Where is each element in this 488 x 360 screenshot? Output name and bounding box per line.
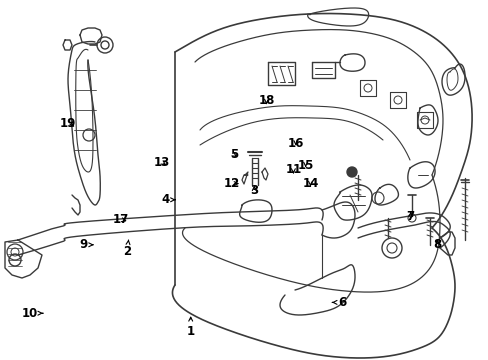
Text: 14: 14 [302,177,318,190]
Circle shape [346,167,356,177]
Text: 1: 1 [186,317,194,338]
Text: 18: 18 [258,94,274,107]
Text: 10: 10 [21,307,43,320]
Text: 15: 15 [297,159,313,172]
Text: 7: 7 [406,210,414,222]
Text: 2: 2 [123,240,131,258]
Text: 3: 3 [250,184,258,197]
Text: 16: 16 [287,137,304,150]
Text: 8: 8 [433,238,441,251]
Text: 9: 9 [79,238,93,251]
Text: 11: 11 [285,163,301,176]
Text: 6: 6 [332,296,346,309]
Text: 4: 4 [161,193,175,206]
Text: 12: 12 [224,177,240,190]
Text: 13: 13 [153,156,169,168]
Text: 19: 19 [59,117,76,130]
Text: 5: 5 [229,148,237,161]
Text: 17: 17 [113,213,129,226]
